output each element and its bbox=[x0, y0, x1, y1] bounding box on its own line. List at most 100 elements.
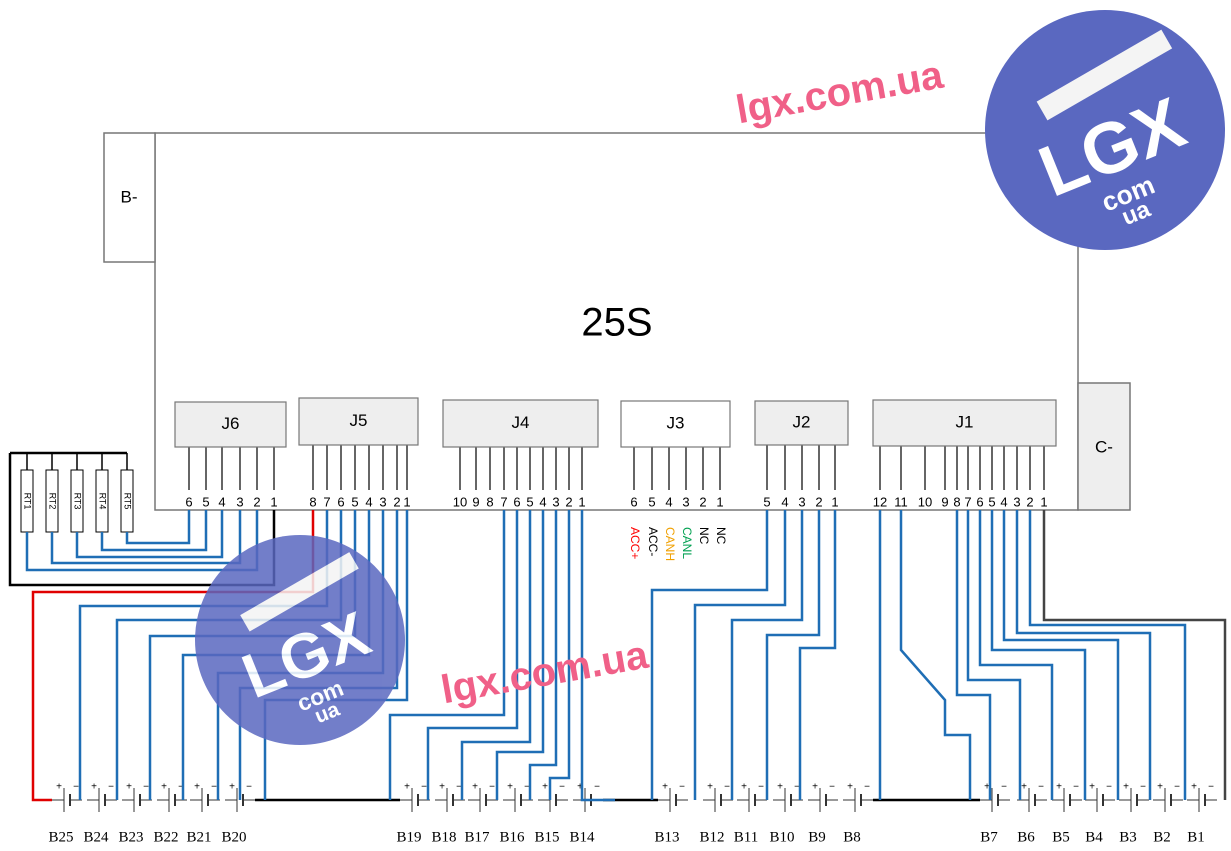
sense-wire bbox=[901, 510, 970, 800]
polarity-plus: + bbox=[662, 782, 668, 793]
pin-number: 6 bbox=[513, 494, 520, 509]
pin-number: 1 bbox=[1040, 494, 1047, 509]
polarity-minus: − bbox=[1106, 782, 1112, 793]
pin-number: 8 bbox=[309, 494, 316, 509]
pin-number: 6 bbox=[337, 494, 344, 509]
pin-number: 6 bbox=[630, 494, 637, 509]
battery-label: B11 bbox=[734, 829, 758, 845]
signal-label: CANH bbox=[663, 527, 677, 561]
polarity-minus: − bbox=[1073, 782, 1079, 793]
sense-wire bbox=[968, 510, 1020, 800]
connector-name: J2 bbox=[793, 412, 811, 431]
polarity-plus: + bbox=[161, 782, 167, 793]
polarity-plus: + bbox=[91, 782, 97, 793]
polarity-minus: − bbox=[1001, 782, 1007, 793]
main-wire bbox=[1044, 510, 1225, 800]
pin-number: 7 bbox=[500, 494, 507, 509]
polarity-plus: + bbox=[1089, 782, 1095, 793]
page: B- C- 25S 654321J687654321J510987654321J… bbox=[0, 0, 1231, 851]
pin-number: 12 bbox=[873, 494, 887, 509]
polarity-plus: + bbox=[439, 782, 445, 793]
pin-number: 3 bbox=[379, 494, 386, 509]
wiring-diagram: B- C- 25S 654321J687654321J510987654321J… bbox=[0, 0, 1231, 851]
pin-number: 10 bbox=[918, 494, 932, 509]
battery-label: B18 bbox=[431, 829, 456, 845]
polarity-plus: + bbox=[1123, 782, 1129, 793]
pin-number: 7 bbox=[964, 494, 971, 509]
sense-wire bbox=[695, 510, 785, 800]
battery-label: B16 bbox=[499, 829, 525, 845]
battery-label: B15 bbox=[534, 829, 559, 845]
thermistor-label: RT5 bbox=[123, 493, 133, 510]
battery-label: B3 bbox=[1119, 829, 1137, 845]
pin-number: 4 bbox=[539, 494, 546, 509]
thermistor-label: RT3 bbox=[73, 493, 83, 510]
polarity-plus: + bbox=[1157, 782, 1163, 793]
polarity-plus: + bbox=[507, 782, 513, 793]
polarity-plus: + bbox=[472, 782, 478, 793]
polarity-minus: − bbox=[1038, 782, 1044, 793]
pin-number: 6 bbox=[976, 494, 983, 509]
polarity-plus: + bbox=[1021, 782, 1027, 793]
board-label: 25S bbox=[581, 301, 652, 345]
pin-number: 9 bbox=[472, 494, 479, 509]
polarity-plus: + bbox=[777, 782, 783, 793]
watermark: lgx.com.ua bbox=[733, 53, 947, 133]
battery-label: B20 bbox=[221, 829, 246, 845]
pin-number: 2 bbox=[565, 494, 572, 509]
sense-wire bbox=[127, 510, 189, 543]
polarity-plus: + bbox=[1056, 782, 1062, 793]
polarity-minus: − bbox=[594, 782, 600, 793]
polarity-plus: + bbox=[194, 782, 200, 793]
battery-label: B4 bbox=[1085, 829, 1103, 845]
polarity-plus: + bbox=[847, 782, 853, 793]
watermark: lgx.com.ua bbox=[438, 633, 652, 713]
battery-label: B25 bbox=[48, 829, 73, 845]
pin-number: 4 bbox=[218, 494, 225, 509]
battery-label: B2 bbox=[1153, 829, 1171, 845]
pin-number: 7 bbox=[323, 494, 330, 509]
battery-label: B14 bbox=[569, 829, 595, 845]
pin-number: 5 bbox=[988, 494, 995, 509]
battery-label: B1 bbox=[1187, 829, 1205, 845]
pin-number: 4 bbox=[665, 494, 672, 509]
battery-label: B7 bbox=[980, 829, 998, 845]
sense-wire bbox=[957, 510, 990, 800]
thermistor-label: RT2 bbox=[48, 493, 58, 510]
sense-wire bbox=[767, 510, 819, 800]
polarity-minus: − bbox=[1174, 782, 1180, 793]
battery-label: B8 bbox=[843, 829, 861, 845]
battery-label: B24 bbox=[83, 829, 109, 845]
pin-number: 1 bbox=[716, 494, 723, 509]
pin-number: 8 bbox=[486, 494, 493, 509]
polarity-minus: − bbox=[211, 782, 217, 793]
pin-number: 1 bbox=[831, 494, 838, 509]
signal-label: CANL bbox=[680, 527, 694, 559]
polarity-plus: + bbox=[812, 782, 818, 793]
pin-number: 5 bbox=[526, 494, 533, 509]
pin-number: 11 bbox=[894, 494, 908, 509]
pin-number: 9 bbox=[941, 494, 948, 509]
pin-number: 5 bbox=[351, 494, 358, 509]
pin-number: 6 bbox=[185, 494, 192, 509]
polarity-minus: − bbox=[1208, 782, 1214, 793]
polarity-minus: − bbox=[864, 782, 870, 793]
battery-label: B12 bbox=[699, 829, 724, 845]
connector-name: J4 bbox=[512, 413, 530, 432]
connector-name: J5 bbox=[350, 411, 368, 430]
signal-label: NC bbox=[697, 527, 711, 545]
battery-label: B21 bbox=[186, 829, 211, 845]
polarity-minus: − bbox=[73, 782, 79, 793]
polarity-minus: − bbox=[246, 782, 252, 793]
battery-label: B19 bbox=[396, 829, 421, 845]
pin-number: 2 bbox=[253, 494, 260, 509]
sense-wire bbox=[992, 510, 1085, 800]
polarity-plus: + bbox=[542, 782, 548, 793]
pin-number: 4 bbox=[365, 494, 372, 509]
signal-label: ACC+ bbox=[628, 527, 642, 559]
sense-wire bbox=[1017, 510, 1150, 800]
polarity-minus: − bbox=[489, 782, 495, 793]
pin-number: 3 bbox=[798, 494, 805, 509]
connector-name: J1 bbox=[956, 412, 974, 431]
